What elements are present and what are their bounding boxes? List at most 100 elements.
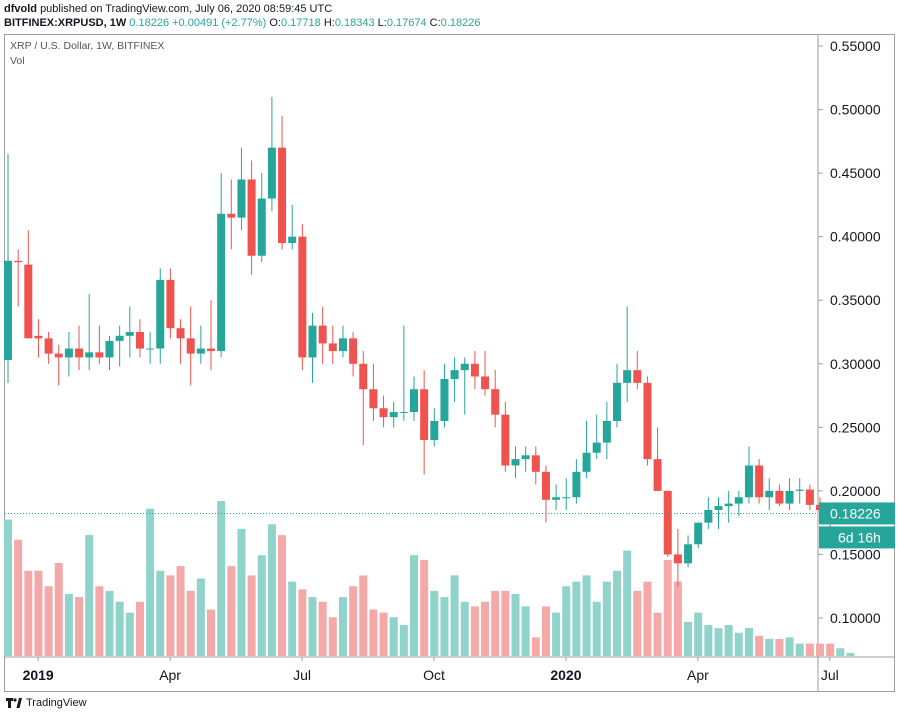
- volume-bar: [724, 625, 733, 656]
- price-tick-label: 0.45000: [830, 165, 881, 181]
- volume-bar: [501, 590, 510, 656]
- volume-bar: [684, 621, 693, 656]
- countdown-tag: [819, 526, 895, 549]
- candle-body: [176, 328, 185, 339]
- price-tick-label: 0.50000: [830, 102, 881, 118]
- volume-bar: [470, 606, 479, 656]
- volume-bar: [24, 570, 33, 656]
- candle-body: [267, 147, 276, 199]
- volume-bar: [328, 617, 337, 656]
- volume-bar: [440, 597, 449, 656]
- volume-bar: [298, 589, 307, 656]
- volume-bar: [399, 625, 408, 656]
- last-price: 0.18226: [129, 17, 170, 29]
- volume-bar: [237, 528, 246, 656]
- last-price-tag: [819, 502, 895, 525]
- candle-body: [247, 179, 256, 256]
- volume-bar: [359, 575, 368, 656]
- candle-body: [775, 490, 784, 504]
- ohlc-bar: BITFINEX:XRPUSD, 1W 0.18226 +0.00491 (+2…: [4, 17, 480, 29]
- candle-body: [4, 260, 12, 360]
- candle-body: [633, 370, 642, 383]
- volume-bar: [785, 637, 794, 656]
- volume-bar: [694, 612, 703, 656]
- volume-bar: [775, 638, 784, 656]
- candle-body: [257, 198, 266, 256]
- price-tick-label: 0.40000: [830, 229, 881, 245]
- volume-bar: [734, 632, 743, 656]
- volume-bar: [491, 590, 500, 656]
- volume-bar: [521, 606, 530, 656]
- volume-bar: [125, 612, 134, 656]
- candle-body: [278, 147, 287, 244]
- volume-bar: [460, 601, 469, 656]
- candle-body: [714, 506, 723, 510]
- volume-bar: [176, 566, 185, 656]
- low-value: 0.17674: [386, 17, 427, 29]
- author-name[interactable]: dfvold: [4, 3, 37, 15]
- candle-body: [34, 335, 43, 339]
- volume-bar: [227, 566, 236, 656]
- price-tick-label: 0.20000: [830, 483, 881, 499]
- volume-bar: [166, 575, 175, 656]
- open-value: 0.17718: [281, 17, 321, 29]
- volume-bar: [34, 570, 43, 656]
- volume-bar: [75, 597, 84, 656]
- volume-bar: [247, 575, 256, 656]
- footer-brand[interactable]: TradingView: [26, 697, 87, 709]
- price-change: +0.00491 (+2.77%): [172, 17, 267, 29]
- time-tick-label: Apr: [687, 667, 709, 683]
- volume-bar: [623, 550, 632, 656]
- candle-body: [227, 213, 236, 218]
- close-value: 0.18226: [440, 17, 481, 29]
- candle-body: [196, 348, 205, 354]
- volume-bar: [613, 570, 621, 656]
- candle-body: [481, 376, 490, 390]
- candle-body: [673, 554, 682, 564]
- candle-body: [146, 348, 155, 350]
- volume-bar: [663, 559, 672, 656]
- volume-bar: [846, 652, 855, 656]
- chart-subtitle: XRP / U.S. Dollar, 1W, BITFINEX: [10, 40, 165, 52]
- volume-bar: [54, 563, 63, 656]
- candle-body: [156, 279, 165, 349]
- candle-body: [501, 414, 510, 466]
- volume-bar: [755, 635, 764, 656]
- candle-body: [369, 389, 378, 409]
- candle-body: [460, 363, 469, 371]
- candle-body: [450, 370, 459, 380]
- volume-bar: [85, 535, 94, 656]
- volume-bar: [267, 524, 276, 656]
- candle-body: [389, 412, 398, 418]
- candle-body: [572, 471, 581, 498]
- volume-bar: [714, 628, 723, 656]
- candle-body: [105, 340, 114, 358]
- candle-body: [541, 471, 550, 500]
- candle-body: [744, 465, 753, 498]
- price-tick-label: 0.15000: [830, 546, 881, 562]
- volume-bar: [318, 601, 327, 656]
- time-tick-label: Jul: [821, 667, 839, 683]
- candle-body: [298, 236, 307, 358]
- volume-bar: [795, 643, 804, 656]
- volume-label: Vol: [10, 55, 25, 67]
- volume-bar: [450, 575, 459, 656]
- volume-bar: [572, 581, 581, 656]
- footer: TradingView: [6, 697, 87, 709]
- candle-body: [318, 325, 327, 344]
- candle-body: [765, 490, 774, 498]
- open-label: O:: [269, 17, 281, 29]
- candle-body: [207, 348, 215, 352]
- candle-body: [511, 459, 520, 466]
- publish-line: dfvold published on TradingView.com, Jul…: [4, 3, 332, 15]
- candle-body: [288, 236, 297, 244]
- price-tick-label: 0.55000: [830, 38, 881, 54]
- candle-body: [602, 420, 611, 443]
- candle-body: [338, 338, 347, 352]
- candle-body: [135, 332, 144, 349]
- volume-bar: [115, 601, 124, 656]
- tradingview-logo-icon: [6, 698, 22, 708]
- candle-body: [115, 335, 124, 341]
- candle-body: [785, 490, 794, 504]
